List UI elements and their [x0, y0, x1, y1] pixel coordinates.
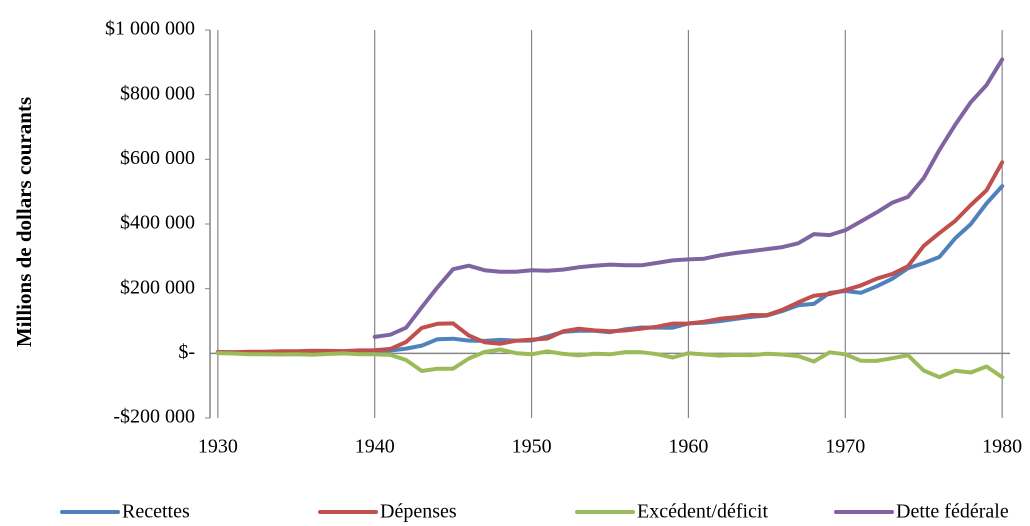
- series-line: [215, 347, 1005, 380]
- x-tick-label: 1930: [198, 436, 238, 458]
- series-line: [372, 57, 1005, 339]
- legend-label: Dette fédérale: [896, 501, 1009, 523]
- y-tick-label: $1 000 000: [105, 18, 195, 40]
- y-tick-label: $400 000: [120, 212, 195, 234]
- series-line: [215, 184, 1005, 355]
- y-tick-label: -$200 000: [113, 406, 195, 428]
- legend-label: Dépenses: [380, 501, 457, 523]
- y-tick-label: $-: [178, 341, 195, 363]
- x-tick-label: 1940: [355, 436, 395, 458]
- legend-label: Excédent/déficit: [637, 501, 768, 523]
- legend-label: Recettes: [122, 501, 190, 523]
- x-tick-label: 1960: [668, 436, 708, 458]
- x-tick-label: 1980: [982, 436, 1022, 458]
- series-line: [215, 160, 1005, 355]
- y-tick-label: $600 000: [120, 147, 195, 169]
- y-tick-label: $200 000: [120, 276, 195, 298]
- x-tick-label: 1970: [825, 436, 865, 458]
- x-tick-label: 1950: [512, 436, 552, 458]
- y-axis-label: Millions de dollars courants: [12, 97, 36, 347]
- y-tick-label: $800 000: [120, 82, 195, 104]
